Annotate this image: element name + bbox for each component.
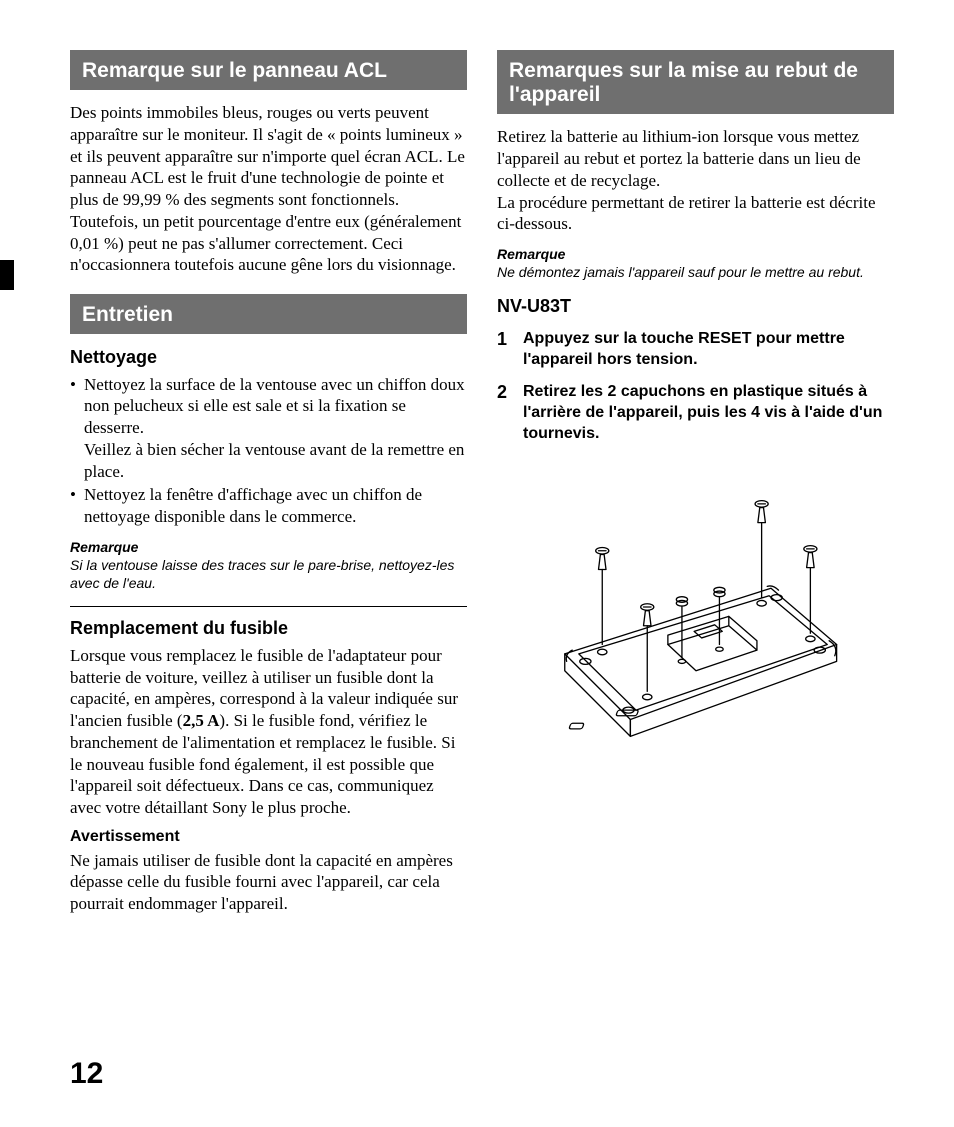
subheading-fusible: Remplacement du fusible [70, 617, 467, 640]
acl-body: Des points immobiles bleus, rouges ou ve… [70, 102, 467, 276]
model-name: NV-U83T [497, 295, 894, 318]
note-text: Si la ventouse laisse des traces sur le … [70, 556, 467, 592]
rebut-body: Retirez la batterie au lithium-ion lorsq… [497, 126, 894, 235]
device-back-illustration [516, 457, 876, 757]
bullet-text: Nettoyez la fenêtre d'affichage avec un … [84, 485, 422, 526]
section-title-entretien: Entretien [70, 294, 467, 334]
page-number: 12 [70, 1054, 103, 1093]
warn-text: Ne jamais utiliser de fusible dont la ca… [70, 850, 467, 915]
bullet-text: Nettoyez la surface de la ventouse avec … [84, 375, 465, 481]
step-text: Appuyez sur la touche RESET pour mettre … [523, 329, 894, 371]
page-columns: Remarque sur le panneau ACL Des points i… [70, 50, 894, 915]
nettoyage-bullets: Nettoyez la surface de la ventouse avec … [70, 374, 467, 528]
subheading-nettoyage: Nettoyage [70, 346, 467, 369]
step-number: 1 [497, 329, 513, 371]
step-2: 2 Retirez les 2 capuchons en plastique s… [497, 382, 894, 444]
warn-label: Avertissement [70, 827, 467, 848]
step-text: Retirez les 2 capuchons en plastique sit… [523, 382, 894, 444]
fusible-body: Lorsque vous remplacez le fusible de l'a… [70, 645, 467, 819]
list-item: Nettoyez la surface de la ventouse avec … [70, 374, 467, 483]
device-diagram [497, 457, 894, 757]
divider [70, 606, 467, 607]
list-item: Nettoyez la fenêtre d'affichage avec un … [70, 484, 467, 528]
section-title-rebut: Remarques sur la mise au rebut de l'appa… [497, 50, 894, 114]
note-label-rebut: Remarque [497, 245, 894, 263]
note-text-rebut: Ne démontez jamais l'appareil sauf pour … [497, 263, 894, 281]
note-label: Remarque [70, 538, 467, 556]
fusible-bold: 2,5 A [183, 711, 220, 730]
right-column: Remarques sur la mise au rebut de l'appa… [497, 50, 894, 915]
section-title-acl: Remarque sur le panneau ACL [70, 50, 467, 90]
step-number: 2 [497, 382, 513, 444]
side-tab [0, 260, 14, 290]
step-1: 1 Appuyez sur la touche RESET pour mettr… [497, 329, 894, 371]
left-column: Remarque sur le panneau ACL Des points i… [70, 50, 467, 915]
